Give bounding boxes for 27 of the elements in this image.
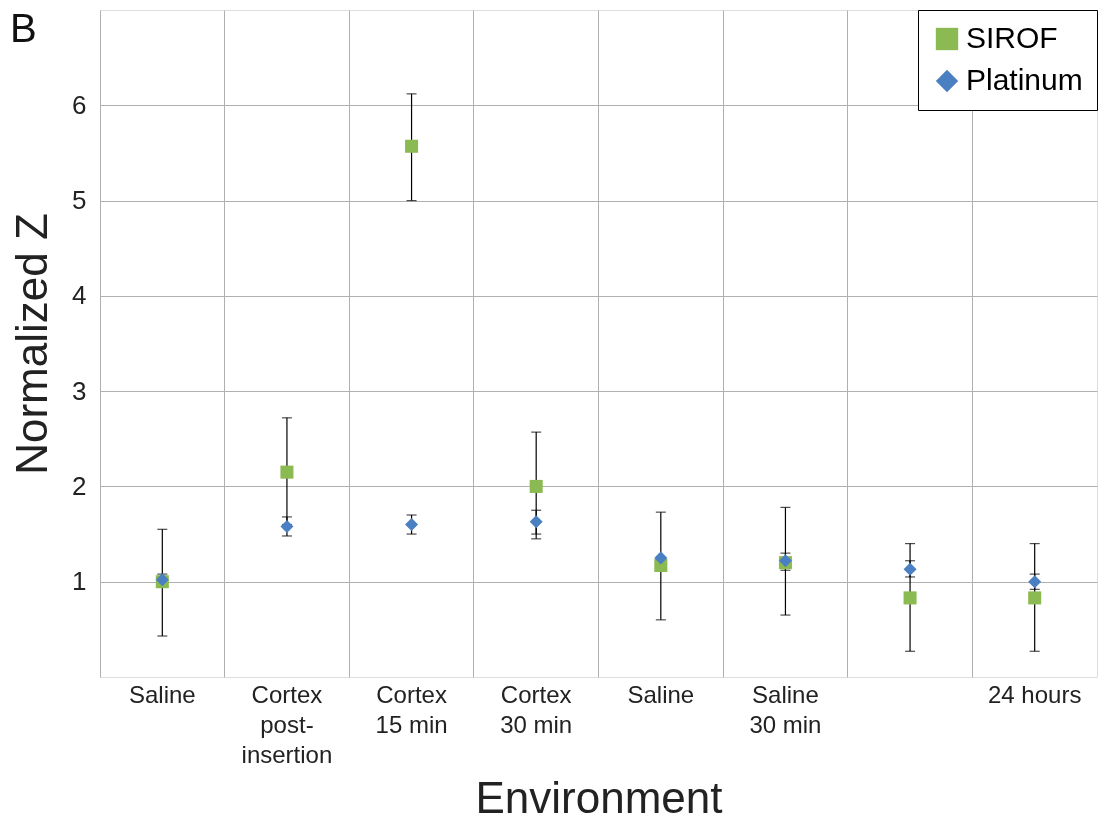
x-tick-label: Saline xyxy=(128,680,196,708)
point xyxy=(654,551,668,565)
x-tick-label: Cortex post- insertion xyxy=(241,680,333,768)
x-tick-label: Cortex 30 min xyxy=(500,680,573,738)
x-tick-label: Saline xyxy=(627,680,695,708)
y-tick-label: 1 xyxy=(72,566,87,597)
point xyxy=(529,479,543,493)
legend-label: SIROF xyxy=(966,21,1058,54)
point xyxy=(903,591,917,605)
point xyxy=(280,465,294,479)
point xyxy=(280,519,294,533)
x-tick-label: 24 hours xyxy=(987,680,1082,708)
text: B xyxy=(10,6,37,50)
x-axis-title: Environment xyxy=(475,772,723,822)
point xyxy=(405,139,419,153)
y-tick-label: 2 xyxy=(72,470,87,501)
legend-label: Platinum xyxy=(966,63,1083,96)
point xyxy=(1028,591,1042,605)
x-tick-label: Saline 30 min xyxy=(749,680,822,738)
x-tick-label: Cortex 15 min xyxy=(375,680,448,738)
y-axis-title: Normalized Z xyxy=(7,213,57,475)
y-tick-label: 5 xyxy=(72,185,87,216)
y-tick-label: 3 xyxy=(72,375,87,406)
y-tick-label: 4 xyxy=(72,280,87,311)
point xyxy=(405,518,419,532)
y-tick-label: 6 xyxy=(72,89,87,120)
point xyxy=(529,515,543,529)
